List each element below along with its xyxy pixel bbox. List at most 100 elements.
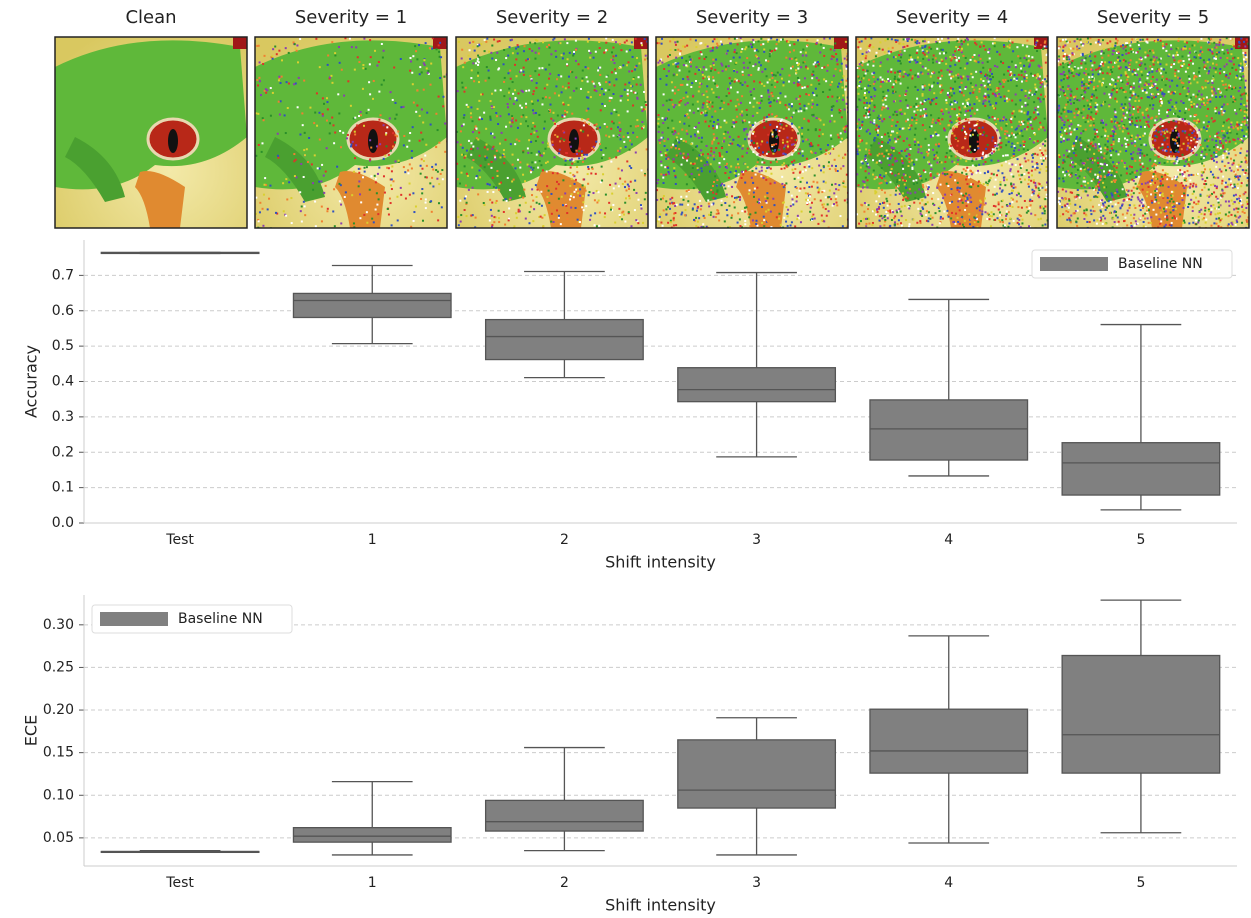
noise (864, 107, 866, 109)
noise (512, 154, 514, 156)
noise (413, 220, 415, 222)
noise (381, 43, 383, 45)
noise (995, 94, 997, 96)
noise (627, 99, 629, 101)
noise (540, 191, 542, 193)
noise (707, 199, 709, 201)
noise (876, 162, 878, 164)
noise (985, 182, 987, 184)
noise (640, 42, 642, 44)
noise (903, 197, 905, 199)
noise (421, 168, 423, 170)
noise (1106, 72, 1108, 74)
noise (1044, 224, 1046, 226)
noise (977, 170, 979, 172)
noise (601, 103, 603, 105)
noise (362, 176, 364, 178)
noise (673, 106, 675, 108)
noise (684, 115, 686, 117)
noise (366, 166, 368, 168)
noise (555, 188, 557, 190)
noise (1000, 146, 1002, 148)
noise (435, 146, 437, 148)
noise (670, 99, 672, 101)
noise (591, 147, 593, 149)
noise (905, 187, 907, 189)
noise (1011, 126, 1013, 128)
noise (1005, 144, 1007, 146)
noise (1009, 203, 1011, 205)
noise (844, 58, 846, 60)
noise (1041, 152, 1043, 154)
noise (762, 43, 764, 45)
noise (493, 39, 495, 41)
noise (396, 114, 398, 116)
noise (681, 204, 683, 206)
noise (961, 129, 963, 131)
noise (1043, 157, 1045, 159)
noise (1065, 104, 1067, 106)
noise (542, 142, 544, 144)
noise (925, 99, 927, 101)
noise (536, 196, 538, 198)
noise (723, 184, 725, 186)
noise (959, 46, 961, 48)
noise (785, 117, 787, 119)
noise (1170, 151, 1172, 153)
noise (1037, 97, 1039, 99)
noise (673, 170, 675, 172)
noise (765, 215, 767, 217)
noise (730, 217, 732, 219)
noise (729, 82, 731, 84)
noise (1137, 68, 1139, 70)
noise (1013, 155, 1015, 157)
noise (942, 218, 944, 220)
noise (631, 41, 633, 43)
noise (533, 167, 535, 169)
noise (1175, 121, 1177, 123)
noise (941, 75, 943, 77)
noise (427, 70, 429, 72)
noise (913, 111, 915, 113)
noise (750, 91, 752, 93)
noise (1013, 153, 1015, 155)
noise (257, 113, 259, 115)
noise (906, 148, 908, 150)
noise (558, 95, 560, 97)
noise (888, 135, 890, 137)
noise (490, 52, 492, 54)
noise (1111, 121, 1113, 123)
noise (1093, 219, 1095, 221)
noise (464, 209, 466, 211)
noise (553, 218, 555, 220)
noise (954, 179, 956, 181)
noise (727, 88, 729, 90)
noise (1003, 44, 1005, 46)
noise (916, 61, 918, 63)
noise (880, 85, 882, 87)
noise (769, 124, 771, 126)
noise (923, 88, 925, 90)
noise (920, 210, 922, 212)
noise (921, 47, 923, 49)
noise (917, 151, 919, 153)
noise (595, 51, 597, 53)
noise (809, 195, 811, 197)
noise (1022, 44, 1024, 46)
noise (890, 68, 892, 70)
noise (704, 58, 706, 60)
noise (329, 122, 331, 124)
noise (550, 193, 552, 195)
noise (548, 78, 550, 80)
noise (676, 136, 678, 138)
noise (739, 196, 741, 198)
noise (951, 174, 953, 176)
noise (599, 47, 601, 49)
noise (588, 168, 590, 170)
noise (631, 143, 633, 145)
noise (895, 194, 897, 196)
noise (326, 97, 328, 99)
noise (1044, 205, 1046, 207)
noise (586, 110, 588, 112)
noise (881, 145, 883, 147)
